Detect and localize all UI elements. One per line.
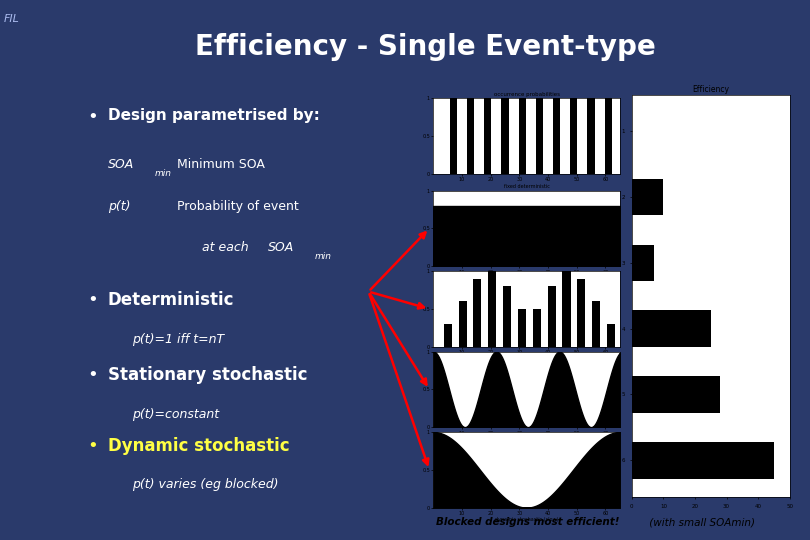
Bar [536, 98, 543, 174]
Bar [503, 286, 511, 347]
Text: p(t) varies (eg blocked): p(t) varies (eg blocked) [132, 478, 279, 491]
Bar [587, 98, 595, 174]
Bar [488, 271, 497, 347]
Text: FIL: FIL [4, 14, 20, 24]
Text: Stationary stochastic: Stationary stochastic [108, 366, 307, 384]
Bar [570, 98, 578, 174]
Bar [607, 324, 615, 347]
Text: •: • [87, 109, 97, 126]
Bar [518, 98, 526, 174]
Text: p(t): p(t) [108, 200, 130, 213]
Text: Design parametrised by:: Design parametrised by: [108, 109, 320, 124]
Bar [444, 324, 452, 347]
Bar [450, 98, 457, 174]
Text: at each: at each [202, 241, 253, 254]
Text: p(t)=constant: p(t)=constant [132, 408, 220, 421]
Bar [632, 179, 663, 215]
Bar [632, 245, 654, 281]
Text: min: min [155, 168, 172, 178]
Text: SOA: SOA [108, 158, 134, 171]
Bar [473, 279, 481, 347]
Title: Efficiency: Efficiency [693, 85, 729, 94]
Title: occurrence probabilities: occurrence probabilities [493, 92, 560, 97]
Text: Deterministic: Deterministic [108, 292, 234, 309]
Bar [562, 271, 570, 347]
Bar [632, 310, 711, 347]
Text: min: min [315, 252, 332, 261]
Text: •: • [87, 437, 97, 455]
Bar [501, 98, 509, 174]
Bar [484, 98, 492, 174]
Text: Probability of event: Probability of event [177, 200, 299, 213]
Bar [632, 376, 720, 413]
Text: Efficiency - Single Event-type: Efficiency - Single Event-type [195, 33, 655, 61]
Bar [604, 98, 612, 174]
Text: •: • [87, 292, 97, 309]
Bar [548, 286, 556, 347]
Text: Dynamic stochastic: Dynamic stochastic [108, 437, 289, 455]
Bar [553, 98, 561, 174]
Bar [518, 309, 526, 347]
Bar [533, 309, 541, 347]
Bar [458, 301, 467, 347]
Bar [632, 442, 774, 478]
Text: Minimum SOA: Minimum SOA [177, 158, 265, 171]
X-axis label: fixed deterministic: fixed deterministic [504, 184, 549, 189]
X-axis label: dynamic stochastic (rapid): dynamic stochastic (rapid) [494, 356, 559, 362]
Bar [592, 301, 600, 347]
X-axis label: dynamic stochastic (slow): dynamic stochastic (slow) [495, 517, 558, 523]
Text: (with small SOAmin): (with small SOAmin) [646, 517, 756, 528]
X-axis label: dynamic stochastic (intermediate): dynamic stochastic (intermediate) [484, 437, 569, 442]
X-axis label: stationary stochastic: stationary stochastic [501, 276, 552, 281]
Text: SOA: SOA [268, 241, 294, 254]
Bar [578, 279, 586, 347]
Bar [467, 98, 474, 174]
Text: p(t)=1 iff t=nT: p(t)=1 iff t=nT [132, 333, 224, 346]
Text: •: • [87, 366, 97, 384]
Text: Blocked designs most efficient!: Blocked designs most efficient! [437, 517, 620, 528]
